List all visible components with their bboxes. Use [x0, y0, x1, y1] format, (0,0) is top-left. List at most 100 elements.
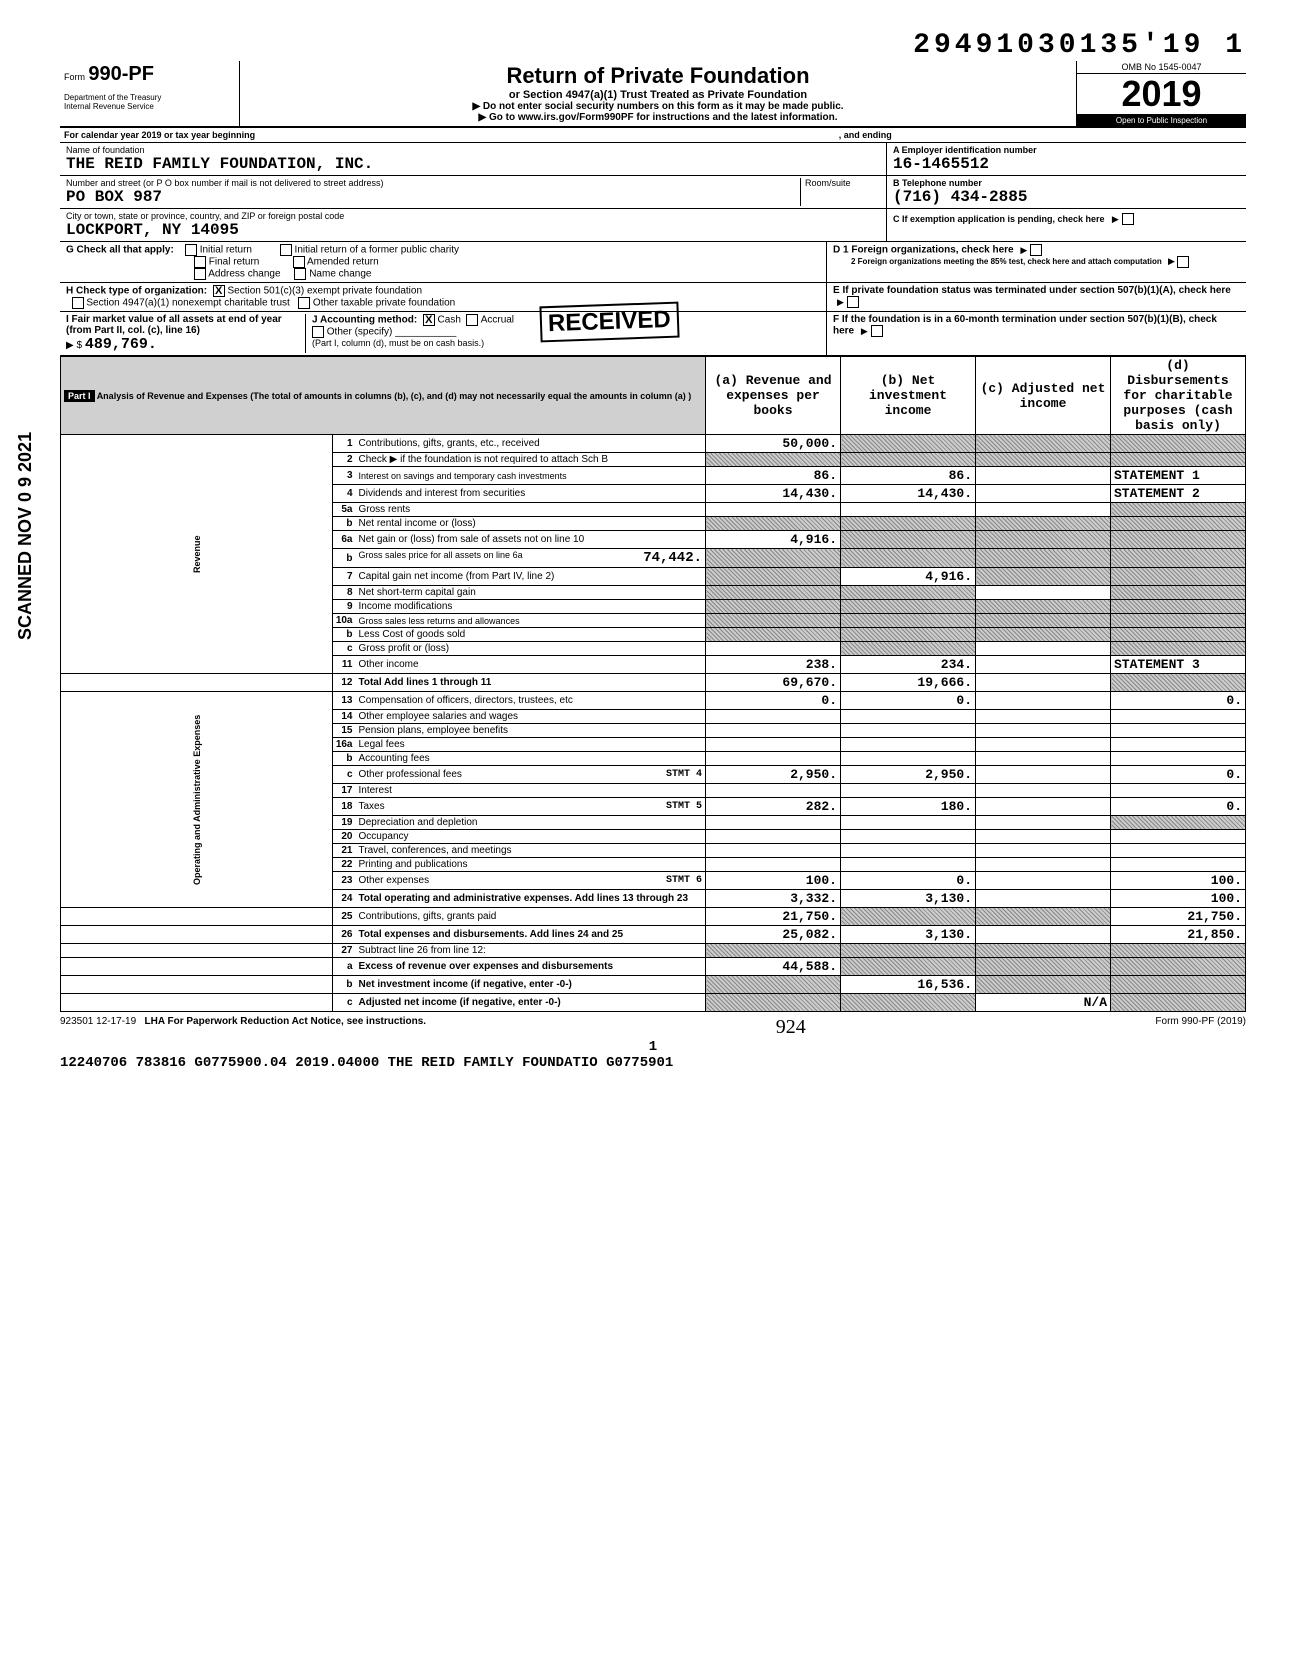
line-val-d: 100. [1111, 890, 1246, 908]
line-desc: Net rental income or (loss) [356, 517, 706, 531]
room-label: Room/suite [805, 178, 880, 188]
line-num: 5a [332, 503, 355, 517]
stmt-ref: STMT 6 [666, 875, 702, 886]
dept-label: Department of the Treasury Internal Reve… [64, 94, 235, 112]
line-desc: Legal fees [356, 738, 706, 752]
rowi-label: I Fair market value of all assets at end… [66, 314, 282, 336]
line-desc: Gross sales less returns and allowances [356, 614, 706, 628]
inline-val: 74,442. [643, 550, 702, 566]
opt-accrual: Accrual [481, 315, 514, 326]
boxc-checkbox[interactable] [1122, 213, 1134, 225]
line-val-a: 100. [706, 872, 841, 890]
handwritten-number: 924 [776, 1016, 806, 1039]
line-num: 12 [332, 674, 355, 692]
line-val-b: 19,666. [841, 674, 976, 692]
ein-label: A Employer identification number [893, 145, 1240, 155]
other-taxable-checkbox[interactable] [298, 297, 310, 309]
form-note2: ▶ Go to www.irs.gov/Form990PF for instru… [248, 112, 1068, 123]
d2-checkbox[interactable] [1177, 256, 1189, 268]
line-val-a: 2,950. [706, 766, 841, 784]
line-num: 9 [332, 600, 355, 614]
line-val-a: 69,670. [706, 674, 841, 692]
page-number: 1 [60, 1039, 1246, 1055]
calendar-mid: , and ending [839, 130, 892, 140]
arrow-icon [833, 297, 844, 308]
expenses-side-label: Operating and Administrative Expenses [61, 692, 333, 908]
opt-4947: Section 4947(a)(1) nonexempt charitable … [86, 298, 289, 309]
line-desc: Income modifications [356, 600, 706, 614]
former-charity-checkbox[interactable] [280, 244, 292, 256]
cash-basis-note: (Part I, column (d), must be on cash bas… [312, 338, 484, 348]
phone-label: B Telephone number [893, 178, 1240, 188]
4947-checkbox[interactable] [72, 297, 84, 309]
arrow-icon [1164, 257, 1175, 266]
line-desc: Less Cost of goods sold [356, 628, 706, 642]
line-num: 1 [332, 435, 355, 453]
col-b-header: (b) Net investment income [841, 357, 976, 435]
part1-badge: Part I [64, 390, 95, 402]
line-num: 2 [332, 453, 355, 467]
accrual-checkbox[interactable] [466, 314, 478, 326]
form-subtitle: or Section 4947(a)(1) Trust Treated as P… [248, 89, 1068, 101]
line-desc: Accounting fees [356, 752, 706, 766]
foundation-city: LOCKPORT, NY 14095 [66, 221, 880, 239]
boxf-checkbox[interactable] [871, 325, 883, 337]
line-num: 18 [332, 798, 355, 816]
final-return-checkbox[interactable] [194, 256, 206, 268]
line-val-b: 4,916. [841, 568, 976, 586]
line-num: 20 [332, 830, 355, 844]
line-val-a: 14,430. [706, 485, 841, 503]
line-num: 22 [332, 858, 355, 872]
cash-checkbox[interactable]: X [423, 314, 435, 326]
city-label: City or town, state or province, country… [66, 211, 880, 221]
foundation-name: THE REID FAMILY FOUNDATION, INC. [66, 155, 880, 173]
line-num: 8 [332, 586, 355, 600]
line-val-b: 0. [841, 872, 976, 890]
line-val-a: 50,000. [706, 435, 841, 453]
line-val-b: 3,130. [841, 926, 976, 944]
line-val-d: 0. [1111, 766, 1246, 784]
line-val-b: 180. [841, 798, 976, 816]
stmt-ref: STMT 5 [666, 801, 702, 812]
line-val-b: 14,430. [841, 485, 976, 503]
form-prefix: Form [64, 72, 85, 82]
calendar-label: For calendar year 2019 or tax year begin… [64, 130, 255, 140]
arrow-icon [1108, 211, 1119, 225]
line-desc: Printing and publications [356, 858, 706, 872]
line-num: 6a [332, 531, 355, 549]
name-change-checkbox[interactable] [294, 268, 306, 280]
address-change-checkbox[interactable] [194, 268, 206, 280]
amended-checkbox[interactable] [293, 256, 305, 268]
line-num: 4 [332, 485, 355, 503]
opt-addr: Address change [208, 269, 280, 280]
line-val-a: 44,588. [706, 958, 841, 976]
501c3-checkbox[interactable]: X [213, 285, 225, 297]
line-num: a [332, 958, 355, 976]
d1-checkbox[interactable] [1030, 244, 1042, 256]
arrow-icon [857, 326, 868, 337]
line-num: 24 [332, 890, 355, 908]
col-c-header: (c) Adjusted net income [976, 357, 1111, 435]
boxf-label: F If the foundation is in a 60-month ter… [833, 314, 1217, 337]
boxe-checkbox[interactable] [847, 296, 859, 308]
phone-value: (716) 434-2885 [893, 188, 1240, 206]
rowh-label: H Check type of organization: [66, 286, 207, 297]
inspection-label: Open to Public Inspection [1077, 114, 1246, 126]
footer-bottom: 12240706 783816 G0775900.04 2019.04000 T… [60, 1055, 1246, 1071]
line-val-a: 238. [706, 656, 841, 674]
line-desc: Taxes [359, 801, 385, 812]
line-desc: Net investment income (if negative, ente… [356, 976, 706, 994]
other-method-checkbox[interactable] [312, 326, 324, 338]
line-val-a: 0. [706, 692, 841, 710]
opt-final: Final return [209, 257, 260, 268]
ein-value: 16-1465512 [893, 155, 1240, 173]
foundation-addr: PO BOX 987 [66, 188, 800, 206]
line-desc: Contributions, gifts, grants, etc., rece… [356, 435, 706, 453]
line-val-a: 25,082. [706, 926, 841, 944]
form-note1: ▶ Do not enter social security numbers o… [248, 101, 1068, 112]
line-val-a: 282. [706, 798, 841, 816]
line-desc: Contributions, gifts, grants paid [356, 908, 706, 926]
line-num: 10a [332, 614, 355, 628]
initial-return-checkbox[interactable] [185, 244, 197, 256]
line-desc: Capital gain net income (from Part IV, l… [356, 568, 706, 586]
